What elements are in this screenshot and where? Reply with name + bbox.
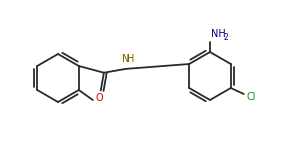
Text: O: O xyxy=(96,93,104,103)
Text: 2: 2 xyxy=(224,33,229,42)
Text: NH: NH xyxy=(211,29,226,39)
Text: Cl: Cl xyxy=(247,92,256,102)
Text: N: N xyxy=(122,54,129,64)
Text: H: H xyxy=(127,54,134,64)
